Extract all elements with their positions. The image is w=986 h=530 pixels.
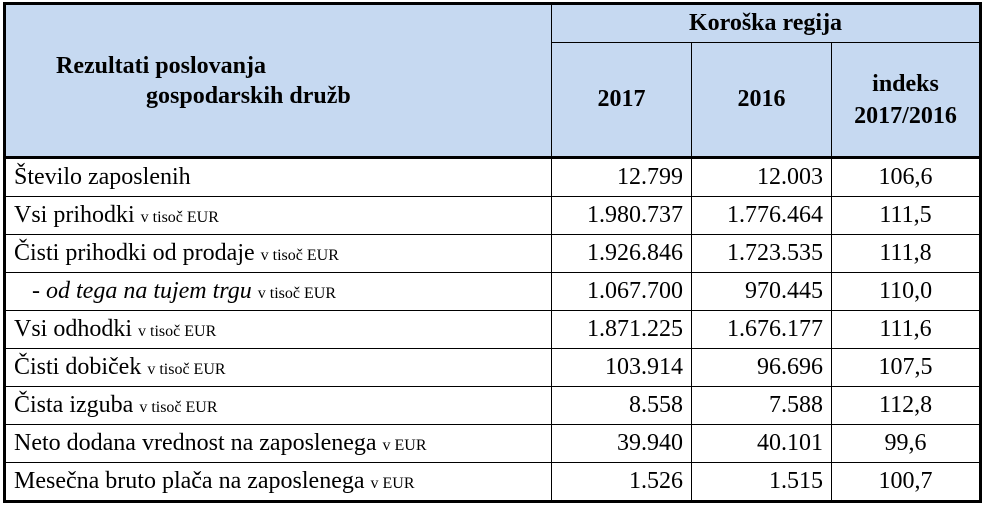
value-2016: 970.445: [691, 272, 832, 311]
table-row: Neto dodana vrednost na zaposlenega v EU…: [4, 424, 982, 463]
row-label-text: Čista izguba: [14, 392, 134, 418]
row-unit: v EUR: [382, 437, 427, 454]
row-unit: v tisoč EUR: [138, 323, 217, 340]
row-label: Čisti prihodki od prodaje v tisoč EUR: [4, 234, 552, 273]
row-unit: v tisoč EUR: [257, 285, 336, 302]
value-2017: 1.980.737: [551, 196, 692, 235]
row-label-text: Vsi odhodki: [14, 316, 133, 342]
value-2017: 1.871.225: [551, 310, 692, 349]
row-label-text: Čisti prihodki od prodaje: [14, 240, 255, 266]
row-unit: v tisoč EUR: [139, 399, 218, 416]
region-header: Koroška regija: [550, 3, 982, 43]
value-2017: 1.067.700: [551, 272, 692, 311]
title-line-1: Rezultati poslovanja: [56, 52, 266, 79]
table-row: Čisti prihodki od prodaje v tisoč EUR 1.9…: [4, 234, 982, 273]
row-label: Vsi odhodki v tisoč EUR: [4, 310, 552, 349]
business-results-table: Rezultati poslovanja gospodarskih družb …: [3, 2, 983, 503]
index-value: 111,5: [830, 196, 982, 235]
index-value: 112,8: [830, 386, 982, 425]
row-label: Čisti dobiček v tisoč EUR: [4, 348, 552, 387]
row-unit: v EUR: [370, 475, 415, 492]
row-label: Vsi prihodki v tisoč EUR: [4, 196, 552, 235]
row-label: Čista izguba v tisoč EUR: [4, 386, 552, 425]
table-row: Število zaposlenih 12.799 12.003 106,6: [4, 156, 982, 197]
value-2016: 1.723.535: [691, 234, 832, 273]
value-2016: 40.101: [691, 424, 832, 463]
row-label-prefix: -: [32, 278, 46, 304]
index-header-line-1: indeks: [872, 70, 939, 97]
table-row: Vsi prihodki v tisoč EUR 1.980.737 1.776.4…: [4, 196, 982, 235]
value-2016: 1.676.177: [691, 310, 832, 349]
index-value: 110,0: [830, 272, 982, 311]
value-2016: 96.696: [691, 348, 832, 387]
value-2016: 1.776.464: [691, 196, 832, 235]
value-2017: 12.799: [551, 156, 692, 197]
value-2016: 12.003: [691, 156, 832, 197]
row-unit: v tisoč EUR: [140, 209, 219, 226]
value-2016: 7.588: [691, 386, 832, 425]
table-row: - od tega na tujem trgu v tisoč EUR 1.067…: [4, 272, 982, 311]
index-value: 106,6: [830, 156, 982, 197]
value-2017: 1.926.846: [551, 234, 692, 273]
title-line-2: gospodarskih družb: [146, 82, 351, 109]
row-label-text: Čisti dobiček: [14, 354, 142, 380]
row-label: Mesečna bruto plača na zaposlenega v EUR: [4, 462, 552, 502]
row-label-text: Vsi prihodki: [14, 202, 135, 228]
value-2016: 1.515: [691, 462, 832, 502]
index-value: 111,6: [830, 310, 982, 349]
value-2017: 39.940: [551, 424, 692, 463]
table-title-header: Rezultati poslovanja gospodarskih družb: [4, 3, 552, 158]
value-2017: 1.526: [551, 462, 692, 502]
table-row: Mesečna bruto plača na zaposlenega v EUR…: [4, 462, 982, 502]
index-value: 111,8: [830, 234, 982, 273]
year-2016-header: 2016: [691, 42, 832, 158]
table-row: Vsi odhodki v tisoč EUR 1.871.225 1.676.17…: [4, 310, 982, 349]
value-2017: 103.914: [551, 348, 692, 387]
row-label: Število zaposlenih: [4, 156, 552, 197]
row-unit: v tisoč EUR: [147, 361, 226, 378]
index-value: 100,7: [830, 462, 982, 502]
year-2017-header: 2017: [551, 42, 692, 158]
row-label: - od tega na tujem trgu v tisoč EUR: [4, 272, 552, 311]
row-label-text: Neto dodana vrednost na zaposlenega: [14, 430, 377, 456]
table-row: Čista izguba v tisoč EUR 8.558 7.588 112,8: [4, 386, 982, 425]
row-unit: v tisoč EUR: [260, 247, 339, 264]
index-header-line-2: 2017/2016: [854, 102, 957, 129]
row-label-text: od tega na tujem trgu: [46, 278, 252, 304]
row-label-text: Število zaposlenih: [14, 164, 191, 190]
table-row: Čisti dobiček v tisoč EUR 103.914 96.696 10…: [4, 348, 982, 387]
index-header: indeks 2017/2016: [830, 42, 982, 158]
row-label: Neto dodana vrednost na zaposlenega v EU…: [4, 424, 552, 463]
index-value: 107,5: [830, 348, 982, 387]
index-value: 99,6: [830, 424, 982, 463]
value-2017: 8.558: [551, 386, 692, 425]
row-label-text: Mesečna bruto plača na zaposlenega: [14, 468, 365, 494]
